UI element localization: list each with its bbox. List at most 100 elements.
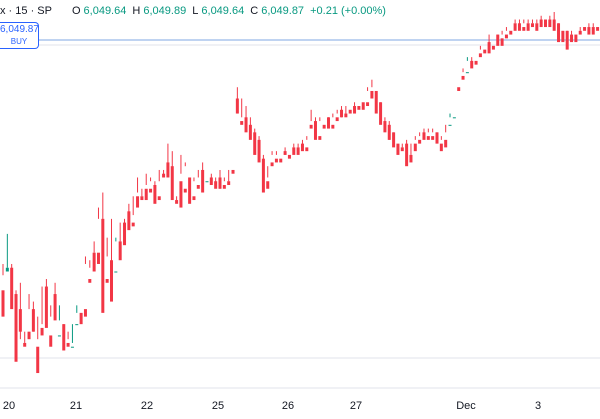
candle[interactable] (227, 170, 230, 185)
candle[interactable] (253, 129, 256, 155)
candle[interactable] (405, 140, 408, 166)
candle[interactable] (323, 117, 326, 128)
candle[interactable] (557, 23, 560, 42)
candle[interactable] (258, 136, 261, 162)
candle[interactable] (2, 264, 5, 317)
candle[interactable] (566, 31, 569, 50)
candle[interactable] (383, 117, 386, 132)
symbol-interval-label[interactable]: x · 15 · SP (0, 5, 52, 17)
candle[interactable] (475, 53, 478, 64)
candle[interactable] (119, 223, 122, 261)
candle[interactable] (197, 170, 200, 189)
candle[interactable] (344, 106, 347, 117)
candle[interactable] (357, 102, 360, 110)
candle[interactable] (114, 238, 117, 273)
candle[interactable] (418, 132, 421, 143)
candle[interactable] (149, 177, 152, 192)
candle[interactable] (214, 177, 217, 188)
candle[interactable] (466, 57, 469, 73)
candle[interactable] (396, 144, 399, 155)
candle[interactable] (84, 256, 87, 316)
candle[interactable] (457, 80, 460, 91)
candle[interactable] (232, 166, 235, 174)
candle[interactable] (279, 151, 282, 162)
candle[interactable] (548, 16, 551, 27)
candle[interactable] (205, 181, 208, 182)
candle[interactable] (41, 287, 44, 336)
candle[interactable] (331, 114, 334, 129)
candle[interactable] (444, 125, 447, 148)
candle[interactable] (106, 238, 109, 283)
candle[interactable] (527, 20, 530, 31)
candle[interactable] (318, 117, 321, 140)
candle[interactable] (544, 16, 547, 27)
candle[interactable] (427, 129, 430, 140)
candle[interactable] (101, 193, 104, 313)
candle[interactable] (449, 114, 452, 126)
candle[interactable] (375, 91, 378, 114)
candle[interactable] (262, 155, 265, 193)
candle[interactable] (97, 208, 100, 264)
candle[interactable] (531, 20, 534, 28)
candle[interactable] (54, 283, 57, 321)
candle[interactable] (145, 174, 148, 200)
candle[interactable] (362, 99, 365, 110)
candle[interactable] (162, 170, 165, 178)
candle[interactable] (245, 106, 248, 132)
candle[interactable] (462, 68, 465, 79)
candle[interactable] (184, 162, 187, 192)
buy-button[interactable]: 6,049.87 BUY (0, 22, 39, 49)
candle[interactable] (583, 27, 586, 31)
candle[interactable] (401, 144, 404, 152)
candle[interactable] (36, 317, 39, 373)
candle[interactable] (240, 99, 243, 125)
candle[interactable] (58, 305, 61, 336)
candle[interactable] (353, 102, 356, 113)
candle[interactable] (409, 144, 412, 163)
candle[interactable] (509, 23, 512, 34)
candle[interactable] (93, 241, 96, 271)
candle[interactable] (249, 117, 252, 140)
candle[interactable] (453, 95, 456, 119)
candle[interactable] (123, 219, 126, 245)
candle[interactable] (223, 177, 226, 188)
candle[interactable] (592, 23, 595, 34)
candle[interactable] (15, 290, 18, 361)
candle[interactable] (166, 144, 169, 178)
candle[interactable] (153, 181, 156, 204)
candle[interactable] (349, 106, 352, 114)
candle[interactable] (80, 309, 83, 324)
candle[interactable] (505, 27, 508, 38)
candle[interactable] (292, 144, 295, 155)
candle[interactable] (127, 204, 130, 230)
candle[interactable] (436, 132, 439, 143)
candle[interactable] (275, 151, 278, 162)
candle[interactable] (62, 324, 65, 350)
candle[interactable] (535, 20, 538, 31)
candle[interactable] (284, 147, 287, 155)
candle[interactable] (392, 132, 395, 147)
candle[interactable] (501, 31, 504, 46)
candle[interactable] (171, 151, 174, 200)
candle[interactable] (314, 117, 317, 140)
candle[interactable] (175, 196, 178, 204)
candle[interactable] (561, 27, 564, 42)
candle[interactable] (492, 35, 495, 50)
candle[interactable] (297, 144, 300, 155)
candle[interactable] (496, 35, 499, 46)
candle[interactable] (49, 305, 52, 346)
candle[interactable] (340, 106, 343, 117)
candle[interactable] (574, 31, 577, 42)
candle[interactable] (71, 324, 74, 348)
candle[interactable] (10, 264, 13, 309)
candle[interactable] (570, 31, 573, 42)
candle[interactable] (470, 57, 473, 68)
candle[interactable] (136, 177, 139, 207)
candle[interactable] (67, 332, 70, 347)
candle[interactable] (188, 177, 191, 203)
candle[interactable] (540, 16, 543, 27)
candle[interactable] (488, 35, 491, 54)
candle[interactable] (28, 294, 31, 339)
